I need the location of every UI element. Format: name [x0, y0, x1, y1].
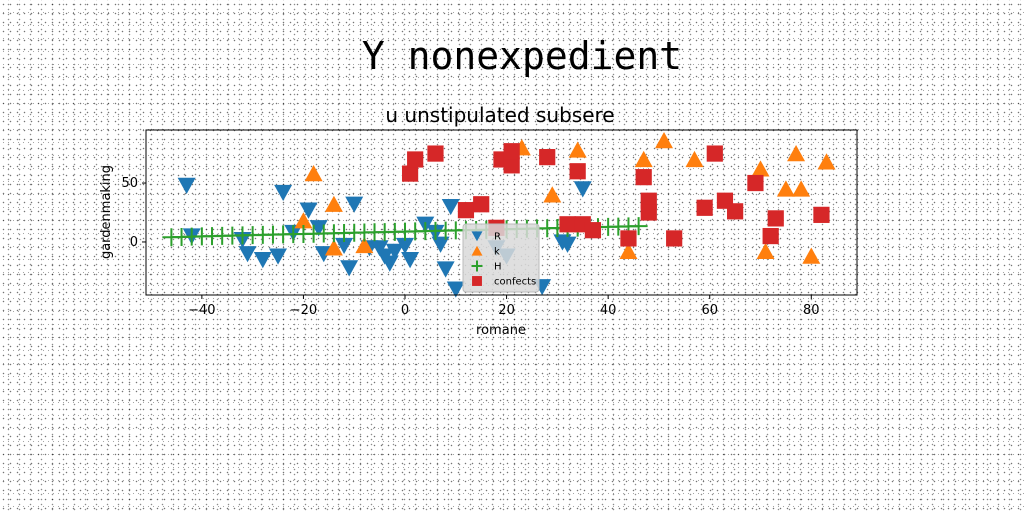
data-point — [370, 240, 389, 257]
data-point — [345, 196, 364, 213]
x-tick-label: −40 — [188, 303, 215, 318]
data-point — [539, 149, 556, 166]
data-point — [727, 203, 744, 220]
x-tick-label: 20 — [498, 303, 515, 318]
data-point — [407, 151, 424, 168]
data-point — [380, 255, 399, 272]
legend-marker — [472, 276, 482, 286]
data-point — [685, 150, 704, 168]
data-point — [427, 145, 444, 162]
x-axis: −40 −20 0 20 40 60 80 — [188, 295, 820, 318]
legend-label: H — [494, 262, 502, 273]
x-tick-label: 0 — [401, 303, 409, 318]
x-tick-label: −20 — [290, 303, 317, 318]
data-point — [441, 198, 460, 216]
legend-label: confects — [494, 277, 536, 288]
data-point — [756, 242, 775, 260]
data-point — [629, 217, 648, 236]
data-point — [813, 206, 830, 223]
x-tick-label: 80 — [803, 303, 820, 318]
legend-marker — [471, 260, 483, 272]
series-confects — [401, 143, 830, 247]
data-point — [655, 132, 674, 149]
y-axis-label: gardenmaking — [99, 165, 114, 259]
data-point — [299, 202, 318, 219]
legend-box — [462, 223, 540, 293]
data-point — [634, 150, 653, 168]
data-point — [324, 239, 343, 256]
data-point — [304, 165, 323, 182]
data-point — [503, 157, 520, 174]
data-point — [573, 181, 592, 198]
legend-label: R — [494, 232, 501, 243]
data-point — [457, 202, 475, 219]
data-point — [401, 251, 420, 269]
data-point — [802, 247, 821, 264]
data-point — [396, 237, 415, 255]
legend-marker — [471, 245, 483, 256]
x-tick-label: 40 — [600, 303, 617, 318]
data-point — [238, 246, 257, 263]
data-point — [446, 281, 465, 298]
data-point — [558, 236, 577, 253]
data-point — [269, 248, 288, 265]
data-point — [620, 230, 637, 247]
data-point — [569, 163, 586, 180]
data-point — [619, 242, 638, 260]
y-axis: 0 50 — [121, 176, 146, 250]
y-tick-label: 0 — [130, 235, 138, 250]
data-point — [767, 210, 784, 227]
data-point — [747, 174, 764, 192]
data-point — [568, 141, 587, 158]
data-point — [355, 236, 374, 254]
data-point — [817, 153, 836, 170]
data-point — [253, 251, 272, 269]
data-point — [640, 204, 657, 221]
figure-title: Y nonexpedient — [361, 34, 683, 78]
legend-marker — [471, 231, 483, 242]
data-point — [385, 243, 404, 260]
series-k — [294, 132, 836, 264]
data-point — [792, 180, 811, 197]
data-point — [559, 216, 576, 233]
data-point — [666, 230, 683, 247]
x-axis-label: romane — [476, 323, 526, 338]
y-tick-label: 50 — [121, 176, 138, 191]
data-point — [177, 177, 196, 194]
x-tick-label: 60 — [701, 303, 718, 318]
data-point — [543, 186, 562, 203]
data-point — [787, 145, 806, 162]
data-point — [584, 222, 602, 239]
data-point — [274, 184, 293, 202]
data-point — [294, 212, 313, 229]
data-point — [762, 227, 779, 245]
data-point — [503, 143, 520, 160]
data-point — [340, 260, 359, 277]
data-point — [473, 196, 490, 213]
data-point — [696, 199, 713, 216]
data-point — [436, 261, 455, 278]
data-point — [431, 236, 450, 253]
data-point — [324, 195, 343, 212]
plot-frame — [145, 129, 858, 296]
data-point — [335, 237, 354, 255]
data-point — [706, 145, 723, 162]
data-point — [309, 220, 328, 237]
data-point — [751, 160, 770, 177]
data-point — [635, 169, 652, 186]
legend-label: k — [494, 247, 500, 258]
data-point — [401, 165, 419, 182]
chart-title: u unstipulated subsere — [385, 103, 614, 127]
data-point — [776, 180, 795, 197]
